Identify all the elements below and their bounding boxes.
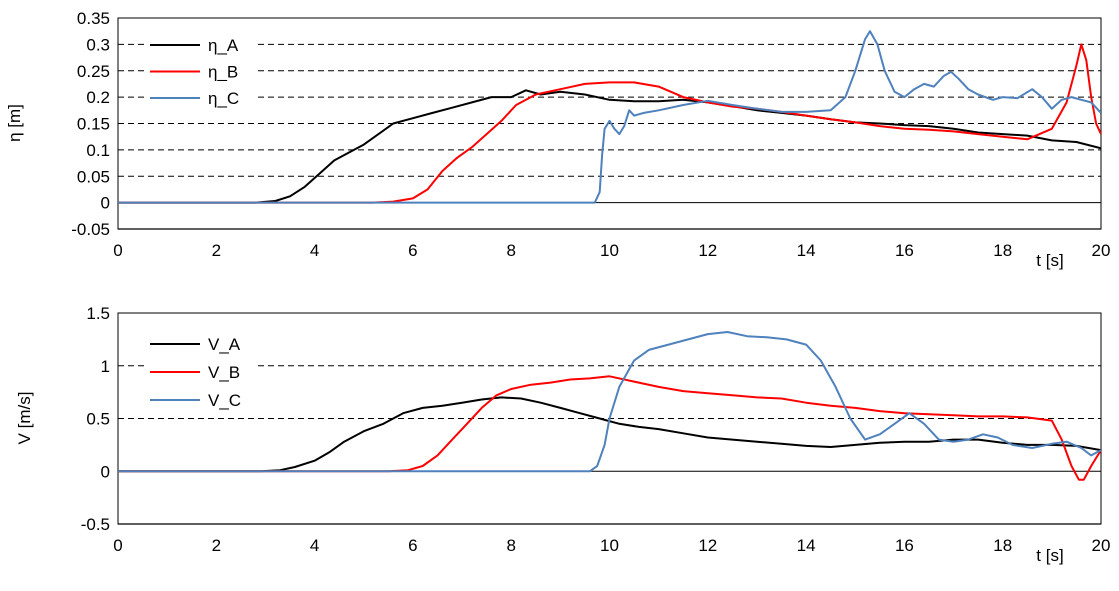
series-line-V_A <box>118 396 1101 473</box>
y-tick-label: 0.25 <box>77 62 110 81</box>
legend-bg <box>148 87 258 109</box>
x-tick-label: 6 <box>408 241 417 260</box>
x-tick-label: 0 <box>113 241 122 260</box>
x-tick-label: 14 <box>797 536 816 555</box>
x-tick-label: 16 <box>895 241 914 260</box>
x-tick-label: 6 <box>408 536 417 555</box>
legend-bg <box>148 389 258 411</box>
y-tick-label: 0.2 <box>86 88 110 107</box>
x-tick-label: 8 <box>506 536 515 555</box>
x-tick-label: 18 <box>993 536 1012 555</box>
x-tick-label: 10 <box>600 241 619 260</box>
x-tick-label: 16 <box>895 536 914 555</box>
legend-bg <box>148 34 258 56</box>
y-tick-label: 0.5 <box>86 410 110 429</box>
x-axis-label: t [s] <box>1036 251 1063 270</box>
x-tick-label: 4 <box>310 241 319 260</box>
x-tick-label: 10 <box>600 536 619 555</box>
legend-bg <box>148 361 258 383</box>
y-axis-label: η [m] <box>5 104 24 142</box>
x-tick-label: 4 <box>310 536 319 555</box>
x-tick-label: 2 <box>212 536 221 555</box>
series-line-V_C <box>118 331 1101 473</box>
legend-label: V_B <box>208 363 240 382</box>
y-tick-label: 0 <box>101 462 110 481</box>
y-tick-label: 0.05 <box>77 167 110 186</box>
series-line-η_C <box>118 30 1101 204</box>
series-line-V_B <box>118 375 1101 481</box>
x-tick-label: 18 <box>993 241 1012 260</box>
y-axis-label: V [m/s] <box>15 392 34 445</box>
x-tick-label: 20 <box>1092 536 1111 555</box>
legend-label: V_C <box>208 391 241 410</box>
legend-label: V_A <box>208 335 241 354</box>
eta-chart: 0.350.30.250.20.150.10.050-0.050 2 4 6 8 10 12… <box>5 9 1110 270</box>
x-tick-label: 12 <box>698 241 717 260</box>
y-tick-label: 0.3 <box>86 35 110 54</box>
legend-bg <box>148 60 258 83</box>
y-tick-label: 0 <box>101 194 110 213</box>
y-tick-label: -0.5 <box>81 515 110 534</box>
legend-label: η_B <box>208 63 238 82</box>
y-tick-label: 0.15 <box>77 115 110 134</box>
x-tick-label: 20 <box>1092 241 1111 260</box>
y-tick-label: 1.5 <box>86 304 110 323</box>
x-tick-label: 8 <box>506 241 515 260</box>
y-tick-label: 0.1 <box>86 141 110 160</box>
legend-bg <box>148 333 258 355</box>
y-tick-label: 1 <box>101 357 110 376</box>
x-axis-label: t [s] <box>1036 546 1063 565</box>
legend-label: η_A <box>208 36 239 55</box>
y-tick-label: 0.35 <box>77 9 110 28</box>
series-line-η_A <box>118 89 1101 204</box>
x-tick-label: 12 <box>698 536 717 555</box>
legend-label: η_C <box>208 89 239 108</box>
velocity-chart: 1.510.50-0.50 2 4 6 8 10 12 14 16 18 20t [s]V [m/s… <box>15 304 1110 565</box>
x-tick-label: 0 <box>113 536 122 555</box>
x-tick-label: 14 <box>797 241 816 260</box>
y-tick-label: -0.05 <box>71 220 110 239</box>
x-tick-label: 2 <box>212 241 221 260</box>
